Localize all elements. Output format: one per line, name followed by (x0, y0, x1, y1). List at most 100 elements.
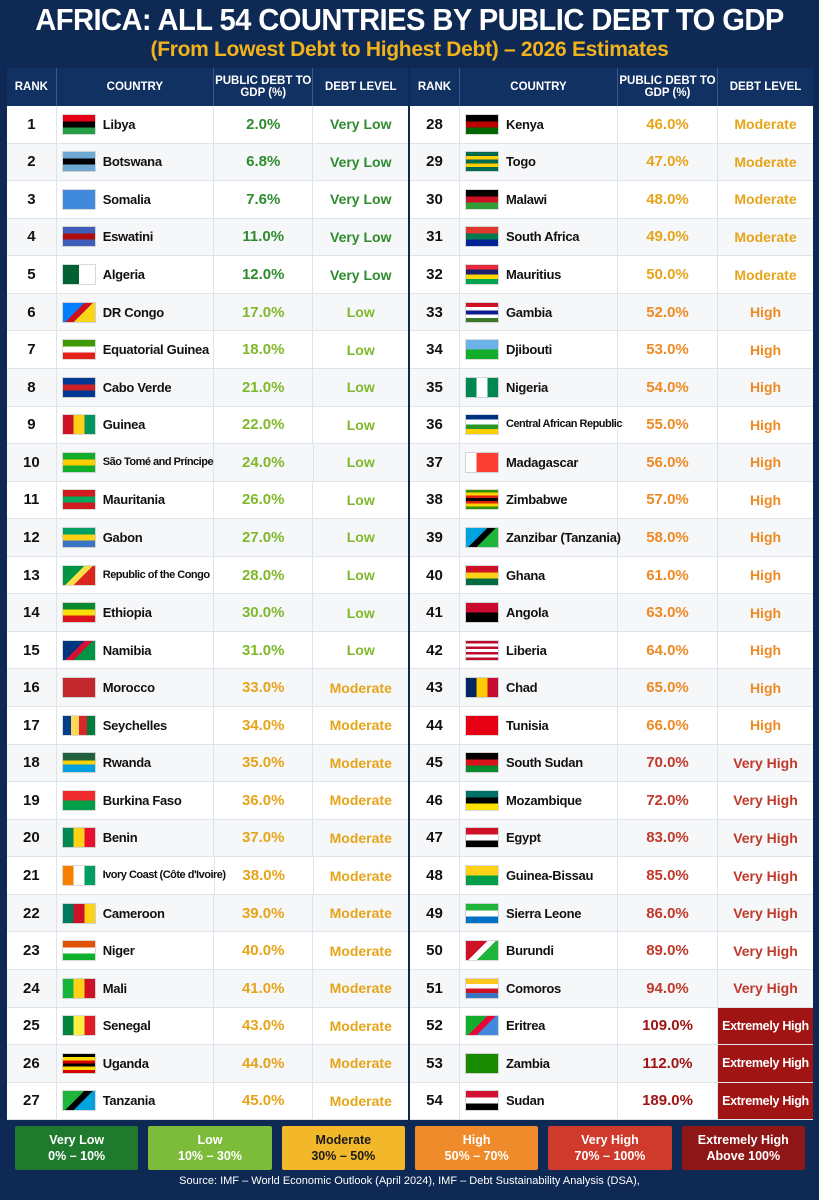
country-name: Algeria (102, 267, 145, 283)
country-flag-icon (62, 1053, 95, 1073)
country-name: Tanzania (102, 1093, 156, 1109)
country-cell: Sierra Leone (460, 894, 618, 932)
legend-range: 50% – 70% (444, 1149, 509, 1163)
country-name: Eritrea (506, 1018, 546, 1034)
table-row: 14 Ethiopia 30.0% Low (7, 594, 408, 632)
legend-item: Moderate 30% – 50% (281, 1126, 405, 1170)
country-cell: Zanzibar (Tanzania) (460, 519, 621, 556)
country-cell: Sudan (460, 1082, 618, 1120)
rank-cell: 35 (410, 368, 460, 406)
debt-level-text: Moderate (734, 191, 797, 208)
country-flag-icon (62, 978, 95, 998)
debt-value: 48.0% (618, 181, 718, 218)
rank-cell: 36 (410, 406, 460, 444)
table-row: 46 Mozambique 72.0% Very High (410, 782, 813, 820)
debt-value: 2.0% (214, 106, 314, 143)
debt-value: 47.0% (618, 143, 718, 181)
legend-label: Low (197, 1133, 223, 1147)
country-cell: Mozambique (460, 782, 618, 819)
table-row: 3 Somalia 7.6% Very Low (7, 181, 408, 219)
table-row: 22 Cameroon 39.0% Moderate (7, 894, 408, 933)
country-flag-icon (466, 866, 498, 886)
debt-level-text: Low (346, 567, 375, 584)
table-row: 16 Morocco 33.0% Moderate (7, 669, 408, 707)
country-flag-icon (466, 790, 498, 810)
debt-value: 33.0% (214, 669, 314, 706)
debt-level-text: Moderate (329, 905, 392, 922)
debt-level-text: Low (346, 341, 375, 358)
debt-value: 89.0% (618, 932, 718, 969)
debt-level-cell: High (718, 519, 813, 556)
country-flag-icon (466, 452, 498, 472)
rank-cell: 28 (410, 106, 460, 143)
rank-cell: 31 (410, 218, 460, 256)
debt-level-cell: Low (313, 331, 408, 368)
table-row: 15 Namibia 31.0% Low (7, 631, 408, 670)
debt-level-cell: Low (314, 444, 408, 481)
country-cell: Mali (57, 969, 214, 1007)
legend-item: Low 10% – 30% (148, 1126, 272, 1170)
country-cell: DR Congo (57, 293, 214, 331)
debt-level-text: Very Low (330, 116, 392, 133)
debt-level-cell: High (718, 632, 813, 669)
table-left: RANK COUNTRY PUBLIC DEBT TO GDP (%) DEBT… (7, 68, 410, 1121)
table-row: 5 Algeria 12.0% Very Low (7, 256, 408, 294)
country-flag-icon (466, 715, 498, 735)
country-flag-icon (62, 340, 95, 360)
legend-label: Very Low (49, 1133, 105, 1147)
country-cell: Central African Republic (460, 406, 622, 444)
debt-level-cell: Moderate (313, 895, 408, 932)
legend-item: Very High 70% – 100% (548, 1126, 672, 1170)
country-cell: Benin (57, 819, 214, 857)
debt-value: 40.0% (214, 932, 314, 969)
rank-cell: 2 (7, 143, 57, 181)
table-row: 41 Angola 63.0% High (410, 594, 813, 632)
country-name: Somalia (102, 191, 151, 207)
country-flag-icon (466, 978, 498, 998)
table-row: 4 Eswatini 11.0% Very Low (7, 218, 408, 257)
debt-level-cell: Moderate (718, 106, 813, 143)
debt-value: 37.0% (214, 819, 314, 857)
country-flag-icon (62, 1016, 95, 1036)
rank-cell: 44 (410, 707, 460, 744)
debt-value: 112.0% (618, 1045, 718, 1082)
country-cell: Zimbabwe (460, 481, 618, 519)
debt-value: 66.0% (618, 707, 718, 744)
rank-cell: 13 (7, 556, 57, 594)
debt-level-cell: Moderate (313, 1008, 408, 1045)
rank-cell: 9 (7, 406, 57, 444)
header-level: DEBT LEVEL (729, 81, 802, 93)
debt-level-text: Very High (733, 754, 798, 771)
country-name: Equatorial Guinea (102, 342, 209, 358)
country-cell: Republic of the Congo (57, 556, 214, 594)
table-row: 54 Sudan 189.0% Extremely High (410, 1082, 813, 1121)
country-name: Zimbabwe (506, 492, 568, 508)
table-row: 30 Malawi 48.0% Moderate (410, 181, 813, 219)
country-cell: Madagascar (460, 444, 618, 481)
debt-level-cell: Very High (718, 970, 813, 1007)
debt-level-text: High (749, 379, 782, 396)
country-cell: Botswana (57, 143, 214, 181)
country-name: South Africa (506, 229, 580, 245)
country-name: Morocco (102, 680, 155, 696)
debt-level-cell: Low (313, 594, 408, 631)
debt-value: 50.0% (618, 256, 718, 293)
debt-value: 61.0% (618, 556, 718, 594)
country-name: Cabo Verde (102, 379, 172, 395)
debt-level-cell: Extremely High (718, 1007, 813, 1045)
rank-cell: 14 (7, 594, 57, 631)
debt-level-cell: Moderate (313, 782, 408, 819)
country-cell: Eswatini (57, 218, 214, 256)
header-debt: PUBLIC DEBT TO GDP (%) (618, 68, 718, 106)
country-flag-icon (62, 603, 95, 623)
debt-level-text: Very High (733, 905, 798, 922)
country-cell: Nigeria (460, 368, 618, 406)
country-flag-icon (466, 1016, 498, 1036)
debt-level-text: Moderate (329, 980, 392, 997)
legend-label: Extremely High (697, 1133, 789, 1147)
table-row: 21 Ivory Coast (Côte d'Ivoire) 38.0% Modera… (7, 857, 408, 895)
country-cell: Cabo Verde (57, 368, 214, 406)
rank-cell: 24 (7, 969, 57, 1007)
table-row: 13 Republic of the Congo 28.0% Low (7, 556, 408, 595)
debt-value: 72.0% (618, 782, 718, 819)
